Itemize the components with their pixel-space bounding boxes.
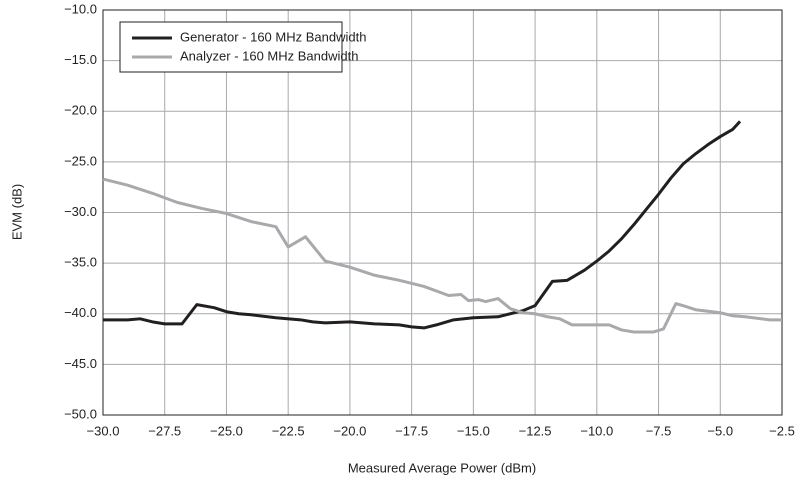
x-tick-label: −25.0 (210, 423, 243, 438)
legend-label: Analyzer - 160 MHz Bandwidth (180, 48, 358, 63)
y-tick-label: −35.0 (64, 255, 97, 270)
y-axis-label: EVM (dB) (9, 184, 24, 240)
y-tick-label: −20.0 (64, 103, 97, 118)
y-tick-label: −10.0 (64, 1, 97, 16)
x-axis-label: Measured Average Power (dBm) (348, 460, 536, 475)
x-tick-label: −20.0 (333, 423, 366, 438)
y-tick-label: −15.0 (64, 52, 97, 67)
x-tick-label: −15.0 (457, 423, 490, 438)
y-tick-label: −45.0 (64, 356, 97, 371)
x-tick-label: −7.5 (646, 423, 672, 438)
y-tick-label: −50.0 (64, 406, 97, 421)
x-tick-label: −22.5 (272, 423, 305, 438)
y-tick-label: −40.0 (64, 305, 97, 320)
x-tick-label: −17.5 (395, 423, 428, 438)
series-line (103, 120, 742, 330)
x-tick-label: −2.5 (769, 423, 795, 438)
y-tick-label: −30.0 (64, 204, 97, 219)
x-tick-label: −27.5 (148, 423, 181, 438)
y-tick-label: −25.0 (64, 153, 97, 168)
series-line (102, 177, 782, 334)
legend-label: Generator - 160 MHz Bandwidth (180, 29, 366, 44)
x-tick-label: −5.0 (707, 423, 733, 438)
x-tick-label: −10.0 (580, 423, 613, 438)
legend-box (119, 21, 343, 73)
plot-frame (102, 9, 783, 416)
x-tick-label: −12.5 (519, 423, 552, 438)
x-tick-label: −30.0 (87, 423, 120, 438)
